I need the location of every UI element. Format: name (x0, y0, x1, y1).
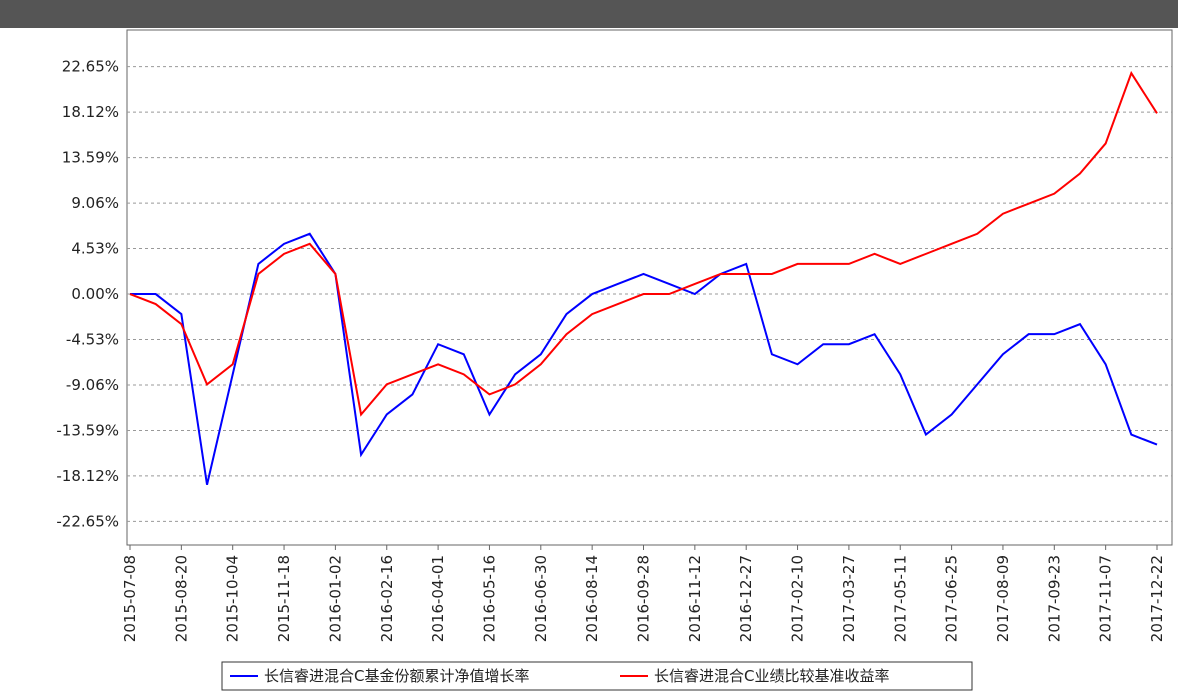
x-tick-label: 2015-07-08 (121, 555, 139, 642)
y-tick-label: 4.53% (71, 240, 119, 258)
x-tick-label: 2017-05-11 (891, 555, 909, 642)
x-tick-label: 2015-11-18 (275, 555, 293, 642)
y-tick-label: 18.12% (62, 103, 119, 121)
legend-label: 长信睿进混合C业绩比较基准收益率 (654, 667, 889, 685)
x-tick-label: 2017-06-25 (943, 555, 961, 642)
x-tick-label: 2016-06-30 (532, 555, 550, 642)
y-tick-label: 9.06% (71, 194, 119, 212)
x-tick-label: 2017-09-23 (1045, 555, 1063, 642)
x-tick-label: 2016-09-28 (635, 555, 653, 642)
x-tick-label: 2016-01-02 (326, 555, 344, 642)
chart: -22.65% -18.12% -13.59% -9.06% -4.53% 0.00% 4.… (0, 0, 1178, 695)
x-tick-label: 2016-11-12 (686, 555, 704, 642)
x-tick-label: 2017-02-10 (789, 555, 807, 642)
x-tick-label: 2017-11-07 (1097, 555, 1115, 642)
x-tick-label: 2016-05-16 (480, 555, 498, 642)
header-bar (0, 0, 1178, 28)
y-tick-label: 22.65% (62, 58, 119, 76)
series-line (130, 234, 1157, 485)
x-tick-label: 2016-04-01 (429, 555, 447, 642)
y-tick-label: 13.59% (62, 149, 119, 167)
y-tick-label: -9.06% (66, 376, 119, 394)
y-tick-label: 0.00% (71, 285, 119, 303)
x-tick-label: 2017-03-27 (840, 555, 858, 642)
x-tick-label: 2015-08-20 (172, 555, 190, 642)
plot-frame (127, 30, 1172, 545)
x-tick-label: 2016-12-27 (737, 555, 755, 642)
y-tick-label: -18.12% (56, 467, 119, 485)
legend-label: 长信睿进混合C基金份额累计净值增长率 (264, 667, 529, 685)
y-tick-label: -22.65% (56, 512, 119, 530)
y-tick-label: -4.53% (66, 331, 119, 349)
y-tick-label: -13.59% (56, 421, 119, 439)
x-tick-label: 2017-08-09 (994, 555, 1012, 642)
x-tick-label: 2017-12-22 (1148, 555, 1166, 642)
x-tick-label: 2016-08-14 (583, 555, 601, 642)
x-tick-label: 2015-10-04 (224, 555, 242, 642)
x-tick-label: 2016-02-16 (378, 555, 396, 642)
